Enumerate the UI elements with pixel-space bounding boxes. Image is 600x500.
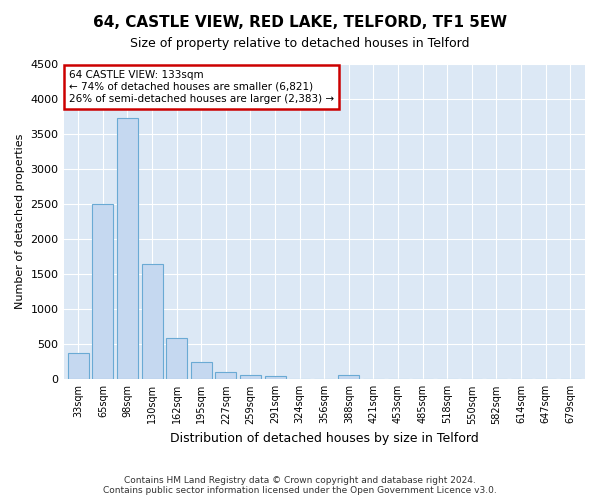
- Text: Size of property relative to detached houses in Telford: Size of property relative to detached ho…: [130, 38, 470, 51]
- Bar: [338, 375, 359, 380]
- Bar: [265, 376, 286, 380]
- Bar: [215, 372, 236, 380]
- Text: 64, CASTLE VIEW, RED LAKE, TELFORD, TF1 5EW: 64, CASTLE VIEW, RED LAKE, TELFORD, TF1 …: [93, 15, 507, 30]
- Text: 64 CASTLE VIEW: 133sqm
← 74% of detached houses are smaller (6,821)
26% of semi-: 64 CASTLE VIEW: 133sqm ← 74% of detached…: [69, 70, 334, 104]
- Bar: [166, 338, 187, 380]
- Bar: [240, 375, 261, 380]
- Bar: [191, 362, 212, 380]
- Bar: [92, 204, 113, 380]
- Bar: [117, 118, 138, 380]
- Bar: [68, 352, 89, 380]
- X-axis label: Distribution of detached houses by size in Telford: Distribution of detached houses by size …: [170, 432, 479, 445]
- Text: Contains HM Land Registry data © Crown copyright and database right 2024.
Contai: Contains HM Land Registry data © Crown c…: [103, 476, 497, 495]
- Y-axis label: Number of detached properties: Number of detached properties: [15, 134, 25, 310]
- Bar: [142, 264, 163, 380]
